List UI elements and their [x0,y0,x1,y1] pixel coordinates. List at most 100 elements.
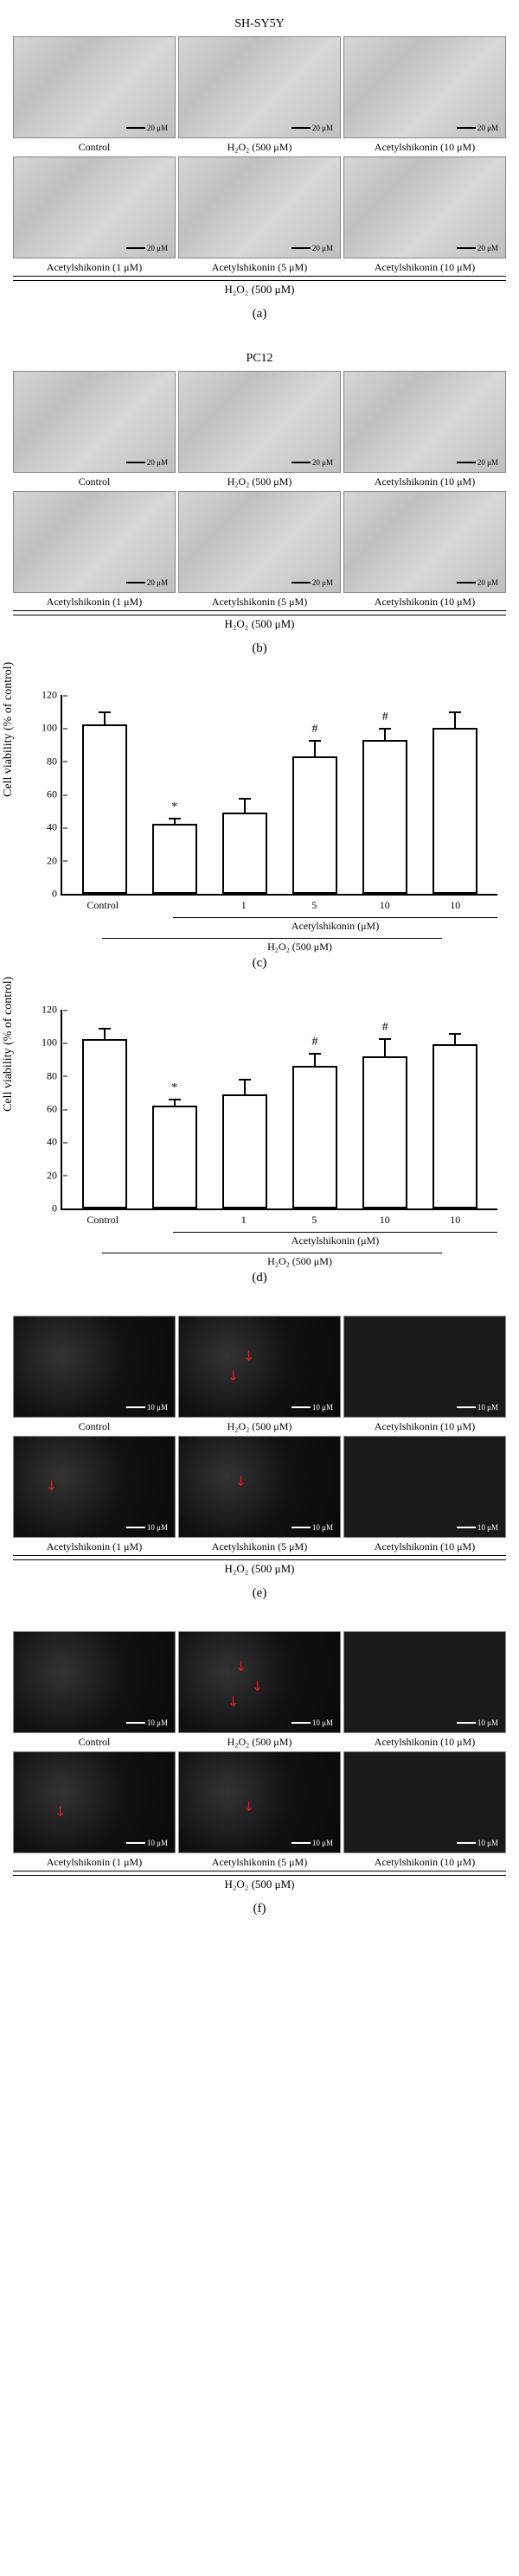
micro-label: Acetylshikonin (10 μM) [375,1856,475,1869]
panel-sublabel: (e) [13,1586,506,1601]
y-tick: 20 [47,1169,62,1182]
panel-c: Cell viability (% of control) 0204060801… [13,686,506,971]
panel-a-title: SH-SY5Y [13,17,506,31]
y-tick: 120 [42,1004,62,1017]
y-tick: 100 [42,1036,62,1049]
arrow-icon: ↘ [231,1470,252,1491]
y-tick: 40 [47,821,62,834]
x-tick-label: 10 [364,1214,406,1227]
micrograph: 20 μM [343,36,506,138]
x-labels: Control151010 [61,896,497,912]
micro-label: Acetylshikonin (5 μM) [212,1856,307,1869]
scale-bar: 20 μM [457,578,498,587]
bar [82,1039,127,1208]
micrograph: ↘10 μM [13,1751,176,1853]
panel-sublabel: (a) [13,307,506,322]
micro-label: H₂O₂ (500 μM) [227,475,292,488]
y-tick: 100 [42,722,62,735]
scale-bar: 20 μM [457,124,498,132]
scale-bar: 10 μM [126,1403,168,1412]
micrograph: 20 μM [343,371,506,473]
micro-label: H₂O₂ (500 μM) [227,1736,292,1749]
bar [82,724,127,894]
micro-label: Control [79,1420,111,1433]
micrograph: 20 μM [178,156,341,258]
micro-grid-a: 20 μMControl 20 μMH₂O₂ (500 μM) 20 μMAce… [13,36,506,277]
significance-marker: # [382,1021,388,1035]
y-tick: 0 [52,888,62,901]
micro-label: Acetylshikonin (10 μM) [375,596,475,609]
x-tick-label: Control [82,899,124,912]
y-axis-label: Cell viability (% of control) [2,662,16,797]
micrograph: 20 μM [13,156,176,258]
panel-sublabel: (b) [13,641,506,656]
micro-label: Acetylshikonin (10 μM) [375,141,475,154]
arrow-icon: ↘ [49,1801,70,1821]
micro-label: H₂O₂ (500 μM) [227,141,292,154]
y-tick: 80 [47,755,62,768]
condition-bracket: H₂O₂ (500 μM) [13,1875,506,1891]
micrograph: 10 μM [343,1316,506,1418]
x-tick-label: 10 [434,1214,476,1227]
bar [432,1044,477,1208]
x-tick-label: 5 [293,899,335,912]
panel-sublabel: (c) [13,956,506,971]
x-tick-label: 10 [364,899,406,912]
bar: # [362,1056,407,1209]
scale-bar: 20 μM [126,244,168,252]
significance-marker: * [171,800,177,814]
micro-label: Acetylshikonin (1 μM) [47,261,142,274]
panel-b: PC12 20 μMControl 20 μMH₂O₂ (500 μM) 20 … [13,352,506,656]
bar: # [292,756,337,894]
arrow-icon: ↘ [223,1691,244,1712]
micrograph: ↘10 μM [178,1436,341,1538]
micrograph: 20 μM [343,491,506,593]
scale-bar: 10 μM [126,1718,168,1727]
arrow-icon: ↘ [42,1476,62,1496]
micrograph: 10 μM [13,1631,176,1733]
bar [432,728,477,894]
y-tick: 80 [47,1069,62,1082]
micrograph: 10 μM [343,1436,506,1538]
micro-label: Control [79,475,111,488]
scale-bar: 20 μM [292,578,333,587]
bar: * [152,1106,197,1208]
micro-grid-f: 10 μMControl ↘↘↘10 μMH₂O₂ (500 μM) 10 μM… [13,1631,506,1871]
bar [222,1094,267,1208]
panel-sublabel: (f) [13,1902,506,1916]
y-axis-label: Cell viability (% of control) [2,977,16,1112]
x-tick-label: 5 [293,1214,335,1227]
panel-a: SH-SY5Y 20 μMControl 20 μMH₂O₂ (500 μM) … [13,17,506,322]
arrow-icon: ↘ [239,1795,260,1816]
micrograph: 20 μM [13,371,176,473]
x-tick-label [152,1214,194,1227]
micro-label: Acetylshikonin (10 μM) [375,261,475,274]
x-labels: Control151010 [61,1210,497,1227]
micro-label: Acetylshikonin (10 μM) [375,1420,475,1433]
micrograph: 20 μM [178,36,341,138]
scale-bar: 20 μM [457,244,498,252]
y-tick: 40 [47,1136,62,1149]
bar: * [152,824,197,894]
micro-label: Control [79,1736,111,1749]
scale-bar: 10 μM [292,1403,333,1412]
micrograph: 10 μM [343,1751,506,1853]
y-tick: 60 [47,788,62,801]
scale-bar: 20 μM [292,124,333,132]
scale-bar: 10 μM [292,1839,333,1847]
bar [222,813,267,894]
condition-bracket: H₂O₂ (500 μM) [13,615,506,631]
x-tick-label [152,899,194,912]
x-tick-label: 10 [434,899,476,912]
arrow-icon: ↘ [223,1365,244,1386]
y-tick: 0 [52,1202,62,1215]
micrograph: 20 μM [178,491,341,593]
x-tick-label: Control [82,1214,124,1227]
scale-bar: 10 μM [126,1523,168,1532]
significance-marker: # [312,723,318,736]
micrograph: ↘↘↘10 μM [178,1631,341,1733]
scale-bar: 10 μM [457,1718,498,1727]
arrow-icon: ↘ [239,1345,260,1366]
micro-label: Acetylshikonin (10 μM) [375,475,475,488]
panel-e: 10 μMControl ↘↘10 μMH₂O₂ (500 μM) 10 μMA… [13,1316,506,1601]
